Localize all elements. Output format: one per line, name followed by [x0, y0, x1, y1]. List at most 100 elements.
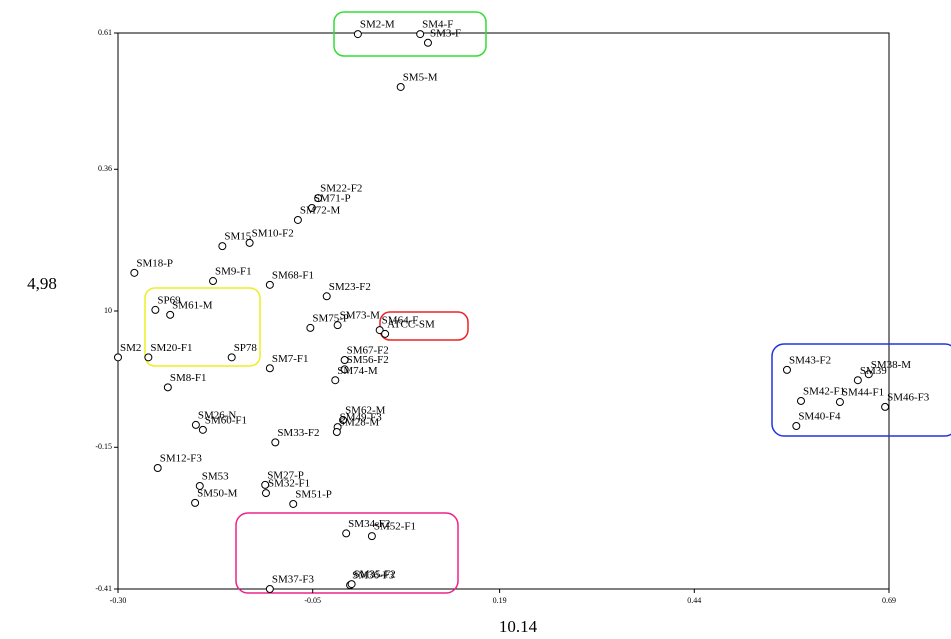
point [340, 356, 349, 365]
x-tick-label: -0.05 [304, 596, 321, 605]
point-label: SM23-F2 [329, 281, 371, 293]
highlight-box [144, 287, 261, 367]
point-label: SM2-M [360, 19, 395, 31]
x-axis-label: 10.14 [499, 617, 538, 636]
point [289, 499, 298, 508]
point-label: SM74-M [337, 365, 378, 377]
point [130, 268, 139, 277]
point [423, 38, 432, 47]
point [792, 422, 801, 431]
point [114, 353, 122, 362]
point-label: SM61-M [172, 299, 213, 311]
point-label: SM75-P [312, 312, 349, 324]
point [375, 326, 384, 335]
point [191, 498, 200, 507]
point [265, 364, 274, 373]
point-label: SM34-F2 [348, 518, 390, 530]
point-label: SM27-P [267, 469, 304, 481]
point-label: SP69 [157, 294, 181, 306]
point [416, 30, 425, 39]
point-label: SM2 [120, 342, 141, 354]
point-label: SM71-P [314, 193, 351, 205]
x-tick-label: -0.30 [110, 596, 127, 605]
x-tick-label: 0.69 [882, 596, 896, 605]
point [151, 305, 160, 314]
point [881, 402, 890, 411]
point-label: SM43-F2 [789, 354, 831, 366]
plot-frame [117, 32, 890, 590]
point [293, 215, 302, 224]
point [782, 365, 791, 374]
point-label: SM3-F [430, 27, 461, 39]
point-label: SM67-F2 [347, 345, 389, 357]
point [144, 353, 153, 362]
point-label: SM20-F1 [150, 342, 192, 354]
highlight-box [379, 311, 469, 341]
y-axis-label: 4,98 [27, 274, 57, 293]
point [332, 428, 341, 437]
point [306, 323, 315, 332]
y-tick-label: 0.36 [98, 164, 112, 173]
point [265, 585, 274, 593]
highlight-box [771, 343, 951, 437]
point-label: SM52-F1 [374, 521, 416, 533]
point [396, 82, 405, 91]
x-tick-label: 0.19 [493, 596, 507, 605]
point-label: SM7-F1 [272, 353, 309, 365]
point [227, 353, 236, 362]
highlight-box [333, 11, 487, 57]
point [218, 242, 227, 251]
point-label: SM44-F1 [842, 387, 884, 399]
y-tick-label: -0.41 [95, 584, 112, 593]
point [796, 396, 805, 405]
point-label: SM50-M [197, 487, 238, 499]
point [864, 370, 873, 379]
point-label: SP78 [234, 342, 258, 354]
point-label: SM8-F1 [170, 372, 207, 384]
point-label: SM49-F3 [340, 412, 383, 424]
point-label: SM46-F3 [887, 391, 930, 403]
point-label: SM64-F [382, 315, 419, 327]
point-label: SM68-F1 [272, 269, 314, 281]
point-label: SM42-F1 [803, 385, 845, 397]
point-label: SM60-F1 [205, 414, 247, 426]
point [367, 532, 376, 541]
point-label: SM35-F2 [354, 569, 396, 581]
point-label: SM15 [224, 231, 251, 243]
point [835, 398, 844, 407]
point-label: SM37-F3 [272, 574, 315, 586]
point-label: SM56-F2 [347, 354, 389, 366]
point [340, 365, 349, 374]
y-tick-label: -0.15 [95, 442, 112, 451]
point-label: SM26-N [198, 409, 237, 421]
point-label: SM40-F4 [798, 411, 841, 423]
point [265, 280, 274, 289]
highlight-box [235, 512, 459, 594]
point-label: SM18-P [136, 257, 173, 269]
x-tick-label: 0.44 [687, 596, 701, 605]
point-label: SM28-M [339, 417, 380, 429]
point-label: SM73-M [340, 310, 381, 322]
point-label: SM22-F2 [320, 183, 362, 195]
point [195, 481, 204, 490]
point-label: SM12-F3 [160, 453, 203, 465]
point-label: SM51-P [295, 488, 332, 500]
point [307, 203, 316, 212]
y-tick-label: 10 [104, 306, 112, 315]
point [245, 238, 254, 247]
point-label: SM38-M [871, 359, 912, 371]
point-label: SM9-F1 [215, 266, 252, 278]
point-label: SM32-F1 [268, 478, 310, 490]
point [314, 194, 323, 203]
point [261, 489, 270, 498]
point-label: SM5-M [403, 71, 438, 83]
point-label: ATCC-SM [387, 318, 435, 330]
point [347, 580, 356, 589]
point [339, 416, 348, 425]
point [261, 480, 270, 489]
point-label: SM4-F [422, 19, 453, 31]
point [198, 425, 207, 434]
point-label: SM62-M [345, 405, 386, 417]
point-label: SM72-M [300, 204, 341, 216]
